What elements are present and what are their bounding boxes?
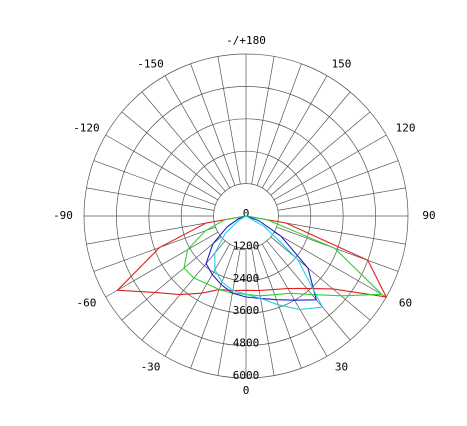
r-tick-label: 1200 — [233, 239, 260, 252]
angle-tick-label: -30 — [141, 361, 161, 374]
angle-tick-label: -150 — [137, 57, 164, 70]
angle-tick-label: -90 — [53, 209, 73, 222]
angle-tick-label: -/+180 — [226, 34, 266, 47]
grid-circle — [116, 86, 376, 346]
angle-tick-label: 0 — [243, 384, 250, 397]
r-tick-label: 0 — [243, 207, 250, 220]
angle-tick-label: 150 — [332, 57, 352, 70]
angle-tick-label: 60 — [399, 297, 412, 310]
intensity-curve — [205, 215, 318, 301]
r-tick-label: 4800 — [233, 337, 260, 350]
r-tick-label: 2400 — [233, 272, 260, 285]
intensity-curve — [214, 215, 324, 311]
r-tick-label: 3600 — [233, 304, 260, 317]
r-tick-label: 6000 — [233, 369, 260, 382]
angle-tick-label: 30 — [335, 361, 348, 374]
angle-tick-label: 90 — [422, 209, 435, 222]
grid-circle — [213, 183, 279, 249]
angle-tick-label: -60 — [77, 297, 97, 310]
grid-circle — [83, 53, 409, 379]
angle-tick-label: 120 — [396, 122, 416, 135]
intensity-curve — [116, 215, 388, 298]
grid-circle — [180, 150, 312, 282]
grid-circle — [148, 118, 344, 314]
angle-tick-label: -120 — [73, 122, 100, 135]
